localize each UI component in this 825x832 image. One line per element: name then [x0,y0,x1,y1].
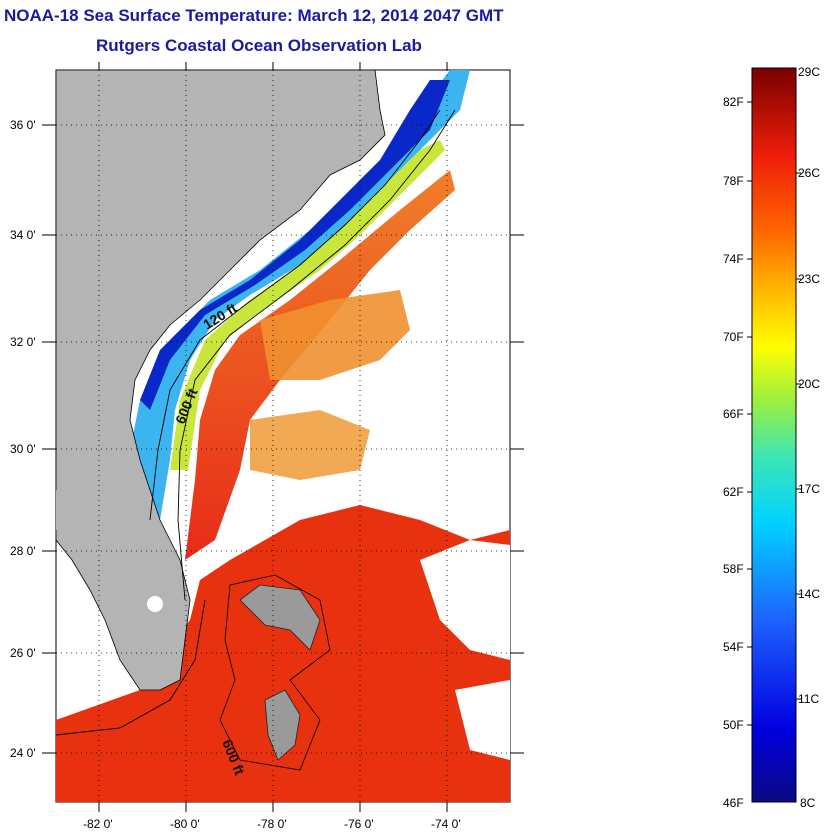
depth-contour-120ft [149,109,441,521]
lon-label-80: -80 0' [170,817,200,831]
graticule [56,70,510,802]
lake-okeechobee [147,596,163,612]
lat-label-24: 24 0' [10,746,36,760]
colorbar-label-50f: 50F [723,718,744,732]
colorbar-label-14c: 14C [798,587,820,601]
cloud-mask [420,540,510,660]
yellow-green-frontal-band [170,140,445,470]
colorbar-label-82f: 82F [723,95,744,109]
lat-label-34: 34 0' [10,228,36,242]
colorbar-label-78f: 78F [723,174,744,188]
colorbar-label-46f: 46F [723,796,744,810]
colorbar-label-11c: 11C [798,692,819,706]
colorbar-label-70f: 70F [723,330,744,344]
lat-label-30: 30 0' [10,442,36,456]
lat-label-26: 26 0' [10,646,36,660]
lon-label-78: -78 0' [257,817,287,831]
gulf-stream-warm-band [185,170,455,560]
andros-island [264,689,301,761]
colorbar-label-62f: 62F [723,485,744,499]
colorbar-label-20c: 20C [798,377,820,391]
offshore-orange-patches-2 [250,410,370,480]
temperature-colorbar [751,67,797,803]
cold-nearshore-water [140,80,450,410]
lon-label-76: -76 0' [344,817,374,831]
warm-water-region [56,505,510,802]
depth-contour-600ft [177,109,456,601]
colorbar-label-58f: 58F [723,562,744,576]
cloud-mask-2 [455,680,510,760]
map-subtitle: Rutgers Coastal Ocean Observation Lab [96,36,422,55]
lat-label-32: 32 0' [10,335,36,349]
colorbar-label-17c: 17C [798,482,820,496]
cool-shelf-water [128,70,470,520]
colorbar-ticks [747,101,801,726]
colorbar-label-23c: 23C [798,272,820,286]
colorbar-label-66f: 66F [723,407,744,421]
colorbar-label-54f: 54F [723,640,744,654]
bahamas-banks [239,584,321,651]
colorbar-label-8c: 8C [800,796,816,810]
offshore-orange-patches [260,290,410,380]
land-panhandle [56,490,72,530]
lat-label-28: 28 0' [10,544,36,558]
map-ticks [42,62,524,812]
lon-label-82: -82 0' [83,817,113,831]
colorbar-label-74f: 74F [723,252,744,266]
depth-contour-bahamas [219,574,331,771]
colorbar-label-29c: 29C [798,65,820,79]
lat-label-36: 36 0' [10,118,36,132]
colorbar-label-26c: 26C [798,166,820,180]
map-title: NOAA-18 Sea Surface Temperature: March 1… [4,6,504,25]
land-mass [56,70,386,691]
lon-label-74: -74 0' [431,817,461,831]
